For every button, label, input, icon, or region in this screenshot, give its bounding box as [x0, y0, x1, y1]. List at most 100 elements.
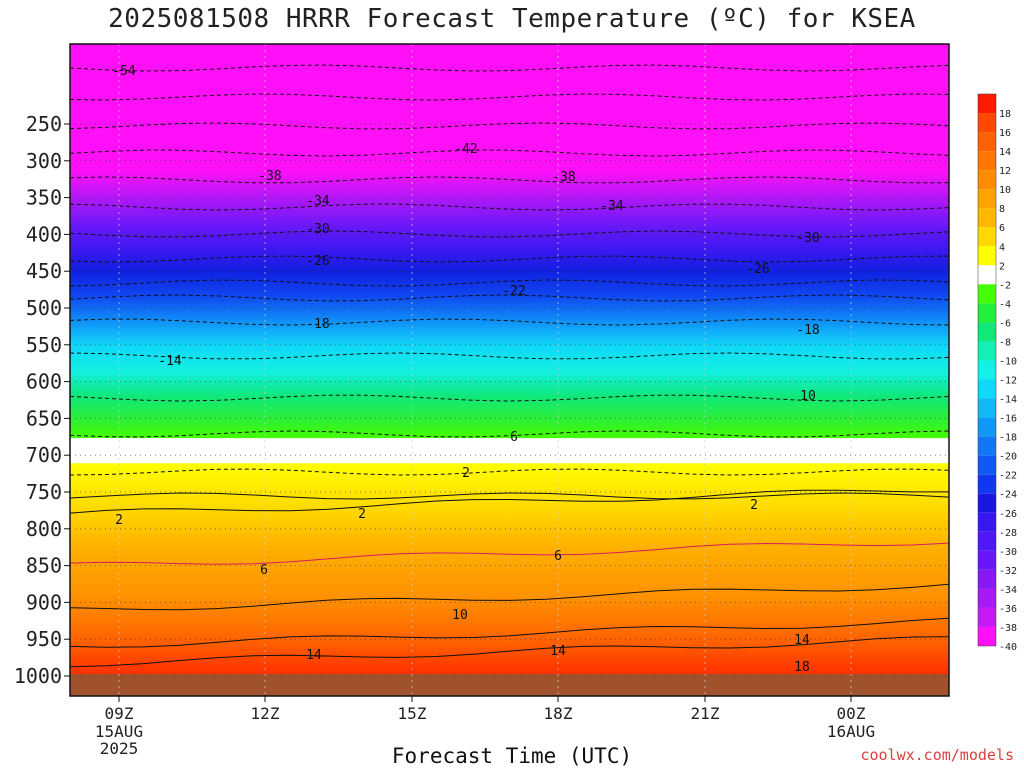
contour-label: -42: [454, 142, 477, 157]
colorbar-label: 2: [999, 261, 1005, 272]
colorbar-segment: [978, 189, 996, 209]
ground-fill: [70, 674, 949, 696]
colorbar-label: 8: [999, 204, 1005, 215]
colorbar-label: 16: [999, 128, 1011, 139]
credit-text: coolwx.com/models: [860, 746, 1014, 764]
colorbar-segment: [978, 607, 996, 627]
colorbar-segment: [978, 132, 996, 152]
colorbar-segment: [978, 550, 996, 570]
plot-frame: [69, 43, 950, 697]
contour-label: 10: [452, 608, 468, 623]
colorbar-label: -20: [999, 452, 1017, 463]
x-tick-sublabel: 15AUG: [95, 722, 143, 741]
colorbar-segment: [978, 113, 996, 133]
colorbar-label: 10: [999, 185, 1011, 196]
y-tick-label: 1000: [14, 664, 62, 688]
colorbar-segment: [978, 208, 996, 228]
y-tick-label: 550: [26, 333, 62, 357]
colorbar-segment: [978, 588, 996, 608]
y-tick-label: 900: [26, 590, 62, 614]
contour-label: 2: [462, 466, 470, 481]
contour-label: 14: [306, 648, 322, 663]
y-tick-label: 500: [26, 296, 62, 320]
plot-area: -54 -42 -38 -38 -34 -34 -30 -30 -26 -26 -22 -18 -18 -…: [69, 43, 950, 697]
colorbar-segment: [978, 227, 996, 247]
colorbar-label: -2: [999, 280, 1011, 291]
colorbar: 18 16 14 12 10 8 6 4 2 -2 -4 -6 -8 -10 -12 -14 -16 -18 -20…: [977, 93, 1017, 653]
colorbar-segment: [978, 94, 996, 114]
x-tick-label: 15Z: [398, 704, 427, 723]
colorbar-label: -40: [999, 642, 1017, 653]
colorbar-label: -28: [999, 528, 1017, 539]
contour-label: -34: [306, 194, 330, 209]
colorbar-label: -32: [999, 566, 1017, 577]
contour-label: -38: [258, 169, 281, 184]
colorbar-segment: [978, 531, 996, 551]
x-tick-label: 12Z: [251, 704, 280, 723]
contour-label: -34: [600, 199, 624, 214]
contour-label: 6: [260, 563, 268, 578]
contour-label: -30: [306, 222, 329, 237]
colorbar-segment: [978, 417, 996, 437]
colorbar-label: -6: [999, 318, 1011, 329]
colorbar-label: 12: [999, 166, 1011, 177]
contour-label: -18: [306, 317, 329, 332]
colorbar-frame: [977, 93, 997, 647]
contour-line: [69, 636, 950, 668]
colorbar-label: -4: [999, 299, 1011, 310]
y-tick-label: 300: [26, 149, 62, 173]
contour-label: 2: [750, 498, 758, 513]
y-tick-label: 400: [26, 222, 62, 246]
x-tick-label: 18Z: [544, 704, 573, 723]
colorbar-segment: [978, 170, 996, 190]
x-tick-sublabel: 2025: [100, 739, 139, 758]
colorbar-label: -12: [999, 376, 1017, 387]
colorbar-segment: [978, 284, 996, 304]
contour-label: -22: [502, 284, 525, 299]
chart-title: 2025081508 HRRR Forecast Temperature (ºC…: [108, 4, 916, 34]
x-tick-label: 21Z: [691, 704, 720, 723]
colorbar-label: -36: [999, 604, 1017, 615]
contour-label: -14: [158, 354, 182, 369]
colorbar-segment: [978, 246, 996, 266]
colorbar-label: -8: [999, 337, 1011, 348]
colorbar-label: -34: [999, 585, 1017, 596]
temperature-field: [70, 44, 949, 674]
colorbar-label: 6: [999, 223, 1005, 234]
contour-line: [69, 489, 949, 514]
x-axis-title: Forecast Time (UTC): [391, 744, 633, 768]
y-tick-label: 450: [26, 259, 62, 283]
colorbar-label: -18: [999, 433, 1017, 444]
colorbar-segment: [978, 626, 996, 646]
y-tick-label: 650: [26, 406, 62, 430]
contour-label: 14: [550, 644, 566, 659]
contour-label: -26: [306, 254, 329, 269]
colorbar-label: 4: [999, 242, 1005, 253]
y-tick-label: 850: [26, 554, 62, 578]
y-tick-label: 250: [26, 112, 62, 136]
colorbar-label: -14: [999, 395, 1017, 406]
colorbar-segment: [978, 151, 996, 171]
contour-label: 2: [115, 513, 123, 528]
colorbar-segment: [978, 398, 996, 418]
colorbar-label: 14: [999, 147, 1011, 158]
contour-label: 14: [794, 633, 810, 648]
y-tick-label: 800: [26, 517, 62, 541]
colorbar-segment: [978, 322, 996, 342]
colorbar-label: -24: [999, 490, 1017, 501]
colorbar-label: 18: [999, 109, 1011, 120]
contour-label: 2: [358, 507, 366, 522]
x-tick-label: 09Z: [105, 704, 134, 723]
contour-label: 10: [800, 389, 816, 404]
contour-line: [69, 617, 950, 648]
contour-label: -18: [796, 323, 819, 338]
colorbar-label: -10: [999, 356, 1017, 367]
contour-line: [69, 583, 950, 611]
colorbar-label: -26: [999, 509, 1017, 520]
contour-line: [69, 492, 950, 500]
y-tick-label: 950: [26, 627, 62, 651]
colorbar-segment: [978, 569, 996, 589]
colorbar-segment: [978, 512, 996, 532]
